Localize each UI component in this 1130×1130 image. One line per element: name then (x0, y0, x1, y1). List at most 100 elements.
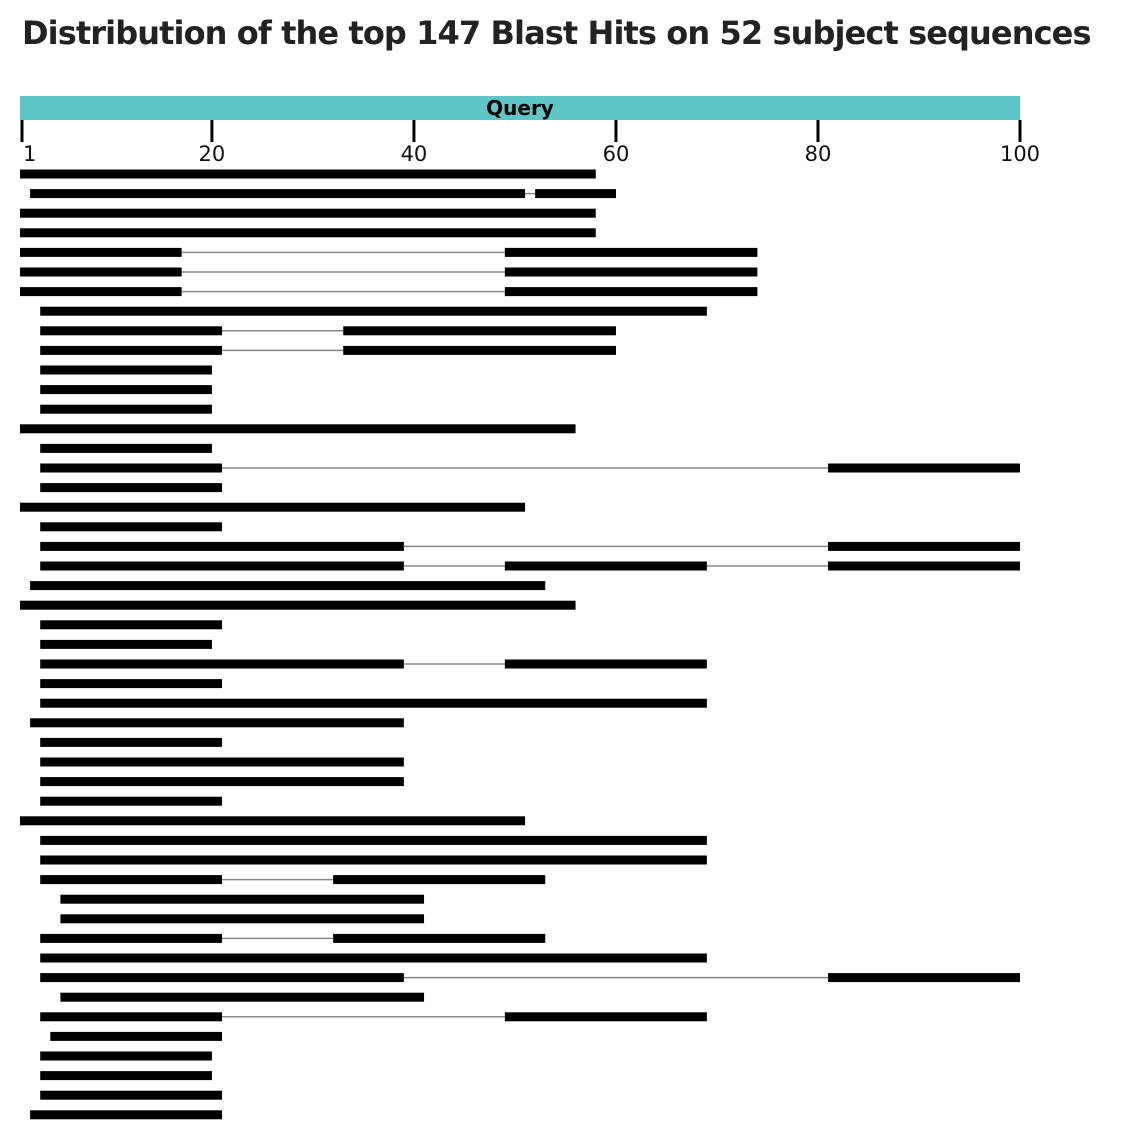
hit-segment (40, 620, 223, 630)
hit-segment (40, 561, 404, 571)
subject-row (40, 345, 616, 355)
hit-segment (504, 287, 758, 297)
subject-row (40, 737, 223, 747)
hit-segment (60, 894, 425, 904)
hit-segment (504, 267, 758, 277)
subject-row (40, 698, 707, 708)
hit-segment (40, 404, 212, 414)
tick-label: 40 (401, 142, 428, 166)
hit-segment (30, 1110, 223, 1120)
hit-segment (40, 933, 223, 943)
hit-segment (60, 914, 425, 924)
hits-area (20, 169, 1020, 1120)
hit-segment (20, 424, 576, 434)
subject-row (60, 914, 425, 924)
subject-row (40, 326, 616, 336)
subject-row (40, 561, 1020, 571)
subject-row (40, 404, 212, 414)
query-axis: Query 1 20 40 60 80 100 (20, 96, 1040, 166)
subject-row (20, 208, 596, 218)
hit-segment (535, 189, 616, 199)
hit-segment (40, 522, 223, 532)
subject-row (40, 483, 223, 493)
hit-segment (30, 718, 404, 728)
subject-row (20, 267, 758, 277)
subject-row (40, 306, 707, 316)
hit-segment (504, 247, 758, 257)
hit-segment (20, 228, 596, 238)
subject-row (40, 855, 707, 865)
tick-label: 60 (603, 142, 630, 166)
hit-segment (40, 659, 404, 669)
hit-segment (343, 326, 616, 336)
subject-row (20, 169, 596, 179)
hit-segment (40, 973, 404, 983)
subject-row (40, 1090, 223, 1100)
hit-segment (343, 345, 616, 355)
subject-row (60, 992, 425, 1002)
hit-segment (828, 973, 1020, 983)
subject-row (40, 777, 404, 787)
subject-row (40, 679, 223, 689)
hit-segment (40, 698, 707, 708)
hit-segment (40, 541, 404, 551)
hit-segment (333, 875, 546, 885)
subject-row (40, 443, 212, 453)
hit-segment (20, 267, 182, 277)
subject-row (40, 620, 223, 630)
hit-segment (40, 757, 404, 767)
hit-segment (40, 443, 212, 453)
hit-segment (40, 463, 223, 473)
subject-row (40, 463, 1020, 473)
subject-row (30, 718, 404, 728)
hit-segment (504, 561, 707, 571)
hit-segment (60, 992, 425, 1002)
hit-segment (40, 953, 707, 963)
subject-row (20, 816, 526, 826)
subject-row (40, 757, 404, 767)
query-bar (20, 96, 1020, 120)
subject-row (20, 228, 596, 238)
subject-row (40, 933, 546, 943)
hit-segment (40, 679, 223, 689)
hit-segment (40, 1071, 212, 1081)
hit-segment (40, 875, 223, 885)
hit-segment (504, 659, 707, 669)
hit-segment (30, 189, 526, 199)
tick-label: 100 (1000, 142, 1040, 166)
subject-row (40, 835, 707, 845)
subject-row (40, 541, 1020, 551)
tick-label: 20 (199, 142, 226, 166)
page-title: Distribution of the top 147 Blast Hits o… (22, 14, 1092, 52)
hit-segment (40, 345, 223, 355)
hit-segment (828, 541, 1020, 551)
tick-label: 80 (805, 142, 832, 166)
subject-row (40, 522, 223, 532)
hit-segment (40, 1090, 223, 1100)
subject-row (40, 1051, 212, 1061)
hit-segment (40, 365, 212, 375)
subject-row (40, 365, 212, 375)
subject-row (40, 1071, 212, 1081)
hit-segment (50, 1031, 223, 1041)
hit-segment (20, 247, 182, 257)
subject-row (50, 1031, 223, 1041)
hit-segment (20, 169, 596, 179)
hit-segment (20, 208, 596, 218)
hit-segment (828, 463, 1020, 473)
hit-segment (40, 1051, 212, 1061)
hit-segment (20, 816, 526, 826)
hit-segment (504, 1012, 707, 1022)
tick-label: 1 (23, 142, 36, 166)
subject-row (40, 1012, 707, 1022)
hit-segment (20, 502, 526, 512)
hit-segment (40, 835, 707, 845)
subject-row (40, 659, 707, 669)
subject-row (40, 796, 223, 806)
hit-segment (20, 600, 576, 610)
hit-segment (40, 737, 223, 747)
subject-row (40, 385, 212, 395)
subject-row (20, 424, 576, 434)
hit-segment (333, 933, 546, 943)
